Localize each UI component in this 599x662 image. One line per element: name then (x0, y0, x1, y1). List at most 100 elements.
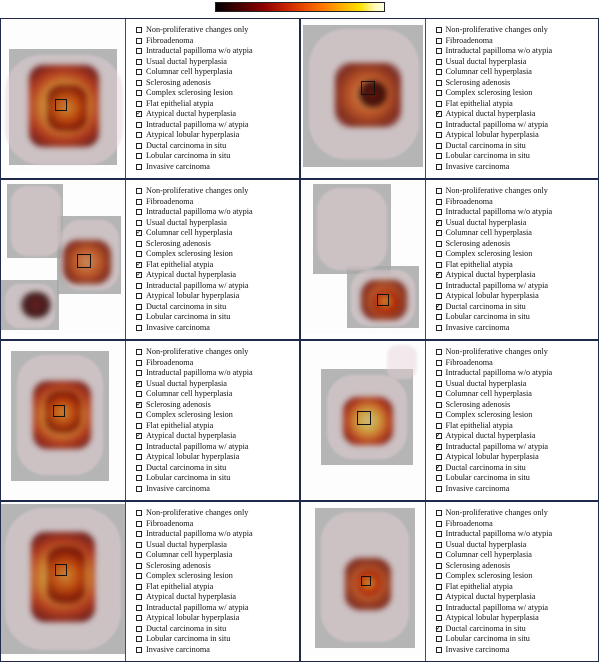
checkbox-icon (136, 325, 142, 331)
checklist-label: Intraductal papilloma w/ atypia (446, 120, 549, 131)
checkbox-icon (436, 423, 442, 429)
checklist-label: Sclerosing adenosis (146, 561, 211, 572)
checklist-row: Ductal carcinoma in situ (136, 624, 293, 635)
checklist-label: Lobular carcinoma in situ (146, 151, 230, 162)
checklist-row: Fibroadenoma (136, 197, 293, 208)
checkbox-icon (136, 38, 142, 44)
checklist-label: Sclerosing adenosis (146, 400, 211, 411)
roi-box (357, 411, 371, 425)
checklist-row: Usual ductal hyperplasia (136, 379, 293, 390)
checkbox-icon (136, 584, 142, 590)
checklist-row: Usual ductal hyperplasia (436, 218, 593, 229)
checklist-label: Atypical ductal hyperplasia (146, 431, 236, 442)
checkbox-icon (436, 349, 442, 355)
checklist-row: Lobular carcinoma in situ (136, 151, 293, 162)
checkbox-icon (136, 262, 142, 268)
checkbox-icon (436, 584, 442, 590)
checklist-row: Atypical lobular hyperplasia (136, 613, 293, 624)
checkbox-icon (136, 381, 142, 387)
checkbox-icon (436, 391, 442, 397)
checklist-label: Columnar cell hyperplasia (446, 228, 532, 239)
checklist-row: Flat epithelial atypia (436, 421, 593, 432)
checkbox-icon (136, 626, 142, 632)
diagnosis-checklist: Non-proliferative changes onlyFibroadeno… (125, 341, 299, 500)
checklist-label: Intraductal papilloma w/ atypia (146, 603, 249, 614)
checklist-label: Columnar cell hyperplasia (146, 67, 232, 78)
checkbox-icon (136, 510, 142, 516)
checklist-label: Flat epithelial atypia (146, 99, 213, 110)
checklist-row: Intraductal papilloma w/ atypia (436, 281, 593, 292)
checklist-row: Intraductal papilloma w/o atypia (436, 368, 593, 379)
checkbox-icon (136, 412, 142, 418)
checklist-row: Flat epithelial atypia (436, 582, 593, 593)
checklist-row: Intraductal papilloma w/ atypia (136, 442, 293, 453)
checklist-row: Intraductal papilloma w/o atypia (136, 46, 293, 57)
checkbox-icon (136, 220, 142, 226)
checklist-row: Ductal carcinoma in situ (436, 302, 593, 313)
checkbox-icon (136, 615, 142, 621)
checklist-label: Sclerosing adenosis (146, 78, 211, 89)
checkbox-icon (136, 90, 142, 96)
checklist-row: Lobular carcinoma in situ (436, 312, 593, 323)
checkbox-icon (136, 283, 142, 289)
panel: Non-proliferative changes onlyFibroadeno… (0, 340, 300, 501)
checklist-row: Sclerosing adenosis (436, 78, 593, 89)
checklist-row: Invasive carcinoma (436, 162, 593, 173)
roi-box (361, 81, 375, 95)
checkbox-icon (436, 402, 442, 408)
checklist-label: Lobular carcinoma in situ (146, 312, 230, 323)
checklist-row: Invasive carcinoma (436, 323, 593, 334)
checklist-label: Invasive carcinoma (146, 484, 210, 495)
checklist-label: Intraductal papilloma w/o atypia (446, 46, 553, 57)
heatmap-colorbar (215, 2, 385, 12)
checkbox-icon (436, 38, 442, 44)
checklist-label: Usual ductal hyperplasia (446, 379, 527, 390)
checklist-label: Atypical lobular hyperplasia (146, 291, 239, 302)
checklist-label: Atypical lobular hyperplasia (446, 452, 539, 463)
panel: Non-proliferative changes onlyFibroadeno… (0, 18, 300, 179)
checklist-row: Lobular carcinoma in situ (136, 473, 293, 484)
checklist-label: Atypical ductal hyperplasia (446, 109, 536, 120)
checkbox-icon (136, 304, 142, 310)
checkbox-icon (136, 486, 142, 492)
checklist-row: Columnar cell hyperplasia (436, 389, 593, 400)
checkbox-icon (136, 164, 142, 170)
checkbox-icon (136, 542, 142, 548)
checkbox-icon (436, 531, 442, 537)
diagnosis-checklist: Non-proliferative changes onlyFibroadeno… (425, 502, 599, 661)
checklist-label: Columnar cell hyperplasia (446, 550, 532, 561)
roi-box (77, 254, 91, 268)
checkbox-icon (436, 153, 442, 159)
tissue-region (11, 186, 61, 256)
checklist-label: Atypical lobular hyperplasia (146, 130, 239, 141)
checklist-row: Invasive carcinoma (136, 323, 293, 334)
checkbox-icon (436, 542, 442, 548)
checkbox-icon (136, 122, 142, 128)
checklist-row: Usual ductal hyperplasia (436, 540, 593, 551)
checklist-label: Ductal carcinoma in situ (146, 141, 226, 152)
checkbox-icon (136, 143, 142, 149)
diagnosis-checklist: Non-proliferative changes onlyFibroadeno… (425, 19, 599, 178)
checklist-row: Non-proliferative changes only (436, 186, 593, 197)
checklist-row: Columnar cell hyperplasia (436, 228, 593, 239)
checklist-row: Sclerosing adenosis (136, 400, 293, 411)
checkbox-icon (436, 241, 442, 247)
checklist-label: Intraductal papilloma w/ atypia (146, 281, 249, 292)
checkbox-icon (136, 199, 142, 205)
checkbox-icon (436, 454, 442, 460)
checklist-label: Intraductal papilloma w/ atypia (446, 442, 549, 453)
checkbox-icon (436, 626, 442, 632)
checklist-row: Usual ductal hyperplasia (136, 57, 293, 68)
checkbox-icon (136, 59, 142, 65)
checklist-row: Columnar cell hyperplasia (136, 389, 293, 400)
checklist-label: Atypical ductal hyperplasia (146, 270, 236, 281)
checkbox-icon (136, 111, 142, 117)
checklist-label: Atypical lobular hyperplasia (446, 130, 539, 141)
checklist-row: Intraductal papilloma w/ atypia (136, 603, 293, 614)
checklist-label: Non-proliferative changes only (446, 508, 548, 519)
checklist-row: Lobular carcinoma in situ (136, 312, 293, 323)
checklist-row: Atypical lobular hyperplasia (136, 130, 293, 141)
checklist-row: Flat epithelial atypia (136, 99, 293, 110)
checklist-label: Ductal carcinoma in situ (146, 624, 226, 635)
checkbox-icon (436, 272, 442, 278)
